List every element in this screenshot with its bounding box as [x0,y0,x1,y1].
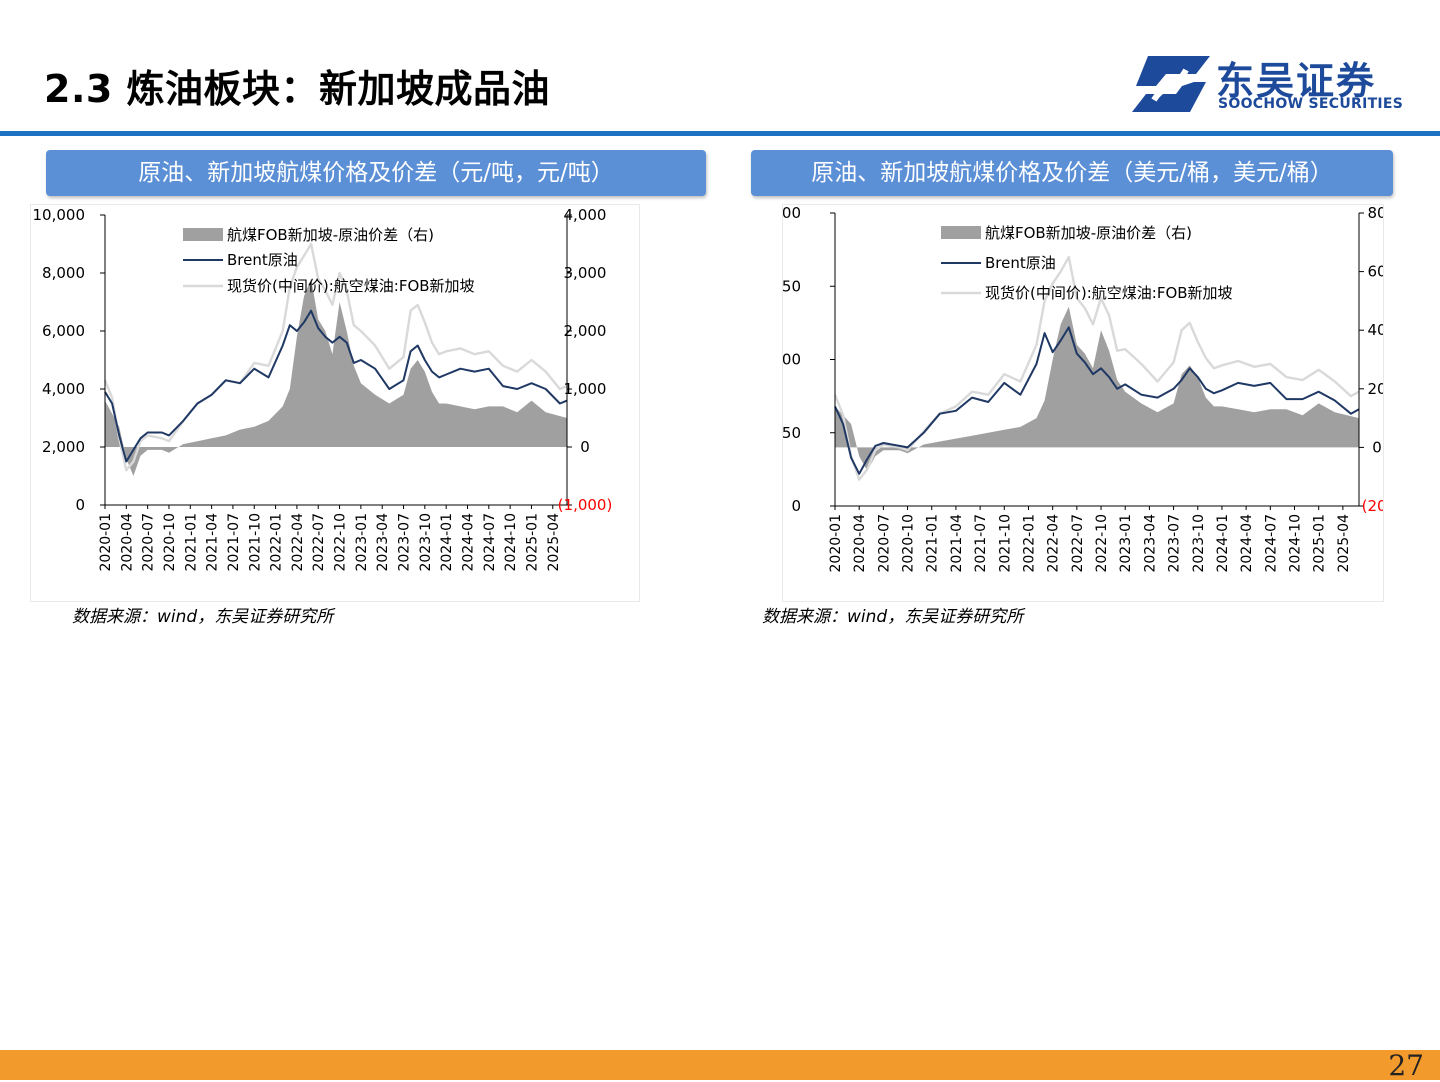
x-tick-label: 2023-04 [1142,514,1158,573]
footer-bar [0,1050,1440,1080]
x-tick-label: 2025-01 [1312,514,1328,573]
y-left-tick-label: 100 [783,351,801,369]
legend-swatch-spread [941,226,981,239]
y-left-tick-label: 200 [783,205,801,222]
brent-line [834,326,1360,475]
x-tick-label: 2023-04 [375,513,391,572]
x-tick-label: 2022-10 [333,513,349,572]
y-left-tick-label: 0 [75,496,85,514]
logo-name-cn: 东吴证券 [1216,59,1377,103]
y-right-tick-label: 0 [580,438,590,456]
y-right-tick-label: 2,000 [564,322,607,340]
legend-label: Brent原油 [985,254,1056,272]
x-tick-label: 2020-07 [141,513,157,572]
y-left-tick-label: 0 [791,497,801,515]
x-tick-label: 2021-01 [183,513,199,572]
jet-fuel-line [833,255,1360,481]
page-number: 27 [1388,1049,1424,1082]
y-left-tick-label: 4,000 [42,380,85,398]
y-left-tick-label: 50 [783,424,801,442]
legend-swatch-spread [183,228,223,241]
panel-header-usd: 原油、新加坡航煤价格及价差（美元/桶，美元/桶） [751,150,1393,196]
x-tick-label: 2024-04 [460,513,476,572]
x-tick-label: 2020-07 [876,514,892,573]
x-tick-label: 2023-01 [354,513,370,572]
y-right-tick-label: 80 [1367,205,1383,222]
chart-frame-cny: 10,000 8,000 6,000 4,000 2,000 0 4,000 3,000 2,0… [30,204,640,602]
source-note-usd: 数据来源：wind，东吴证券研究所 [762,607,1024,627]
x-tick-label: 2024-04 [1239,514,1255,573]
x-tick-label: 2022-04 [1046,514,1062,573]
y-right-tick-label: 4,000 [564,206,607,224]
legend-label: 航煤FOB新加坡-原油价差（右) [227,226,434,244]
chart-usd-spread: 200150100500806040200(20)2020-012020-042… [783,205,1383,573]
x-tick-label: 2022-01 [1021,514,1037,573]
logo-name-en: SOOCHOW SECURITIES [1218,96,1404,112]
y-right-tick-label: (1,000) [558,496,613,514]
x-tick-label: 2021-07 [973,514,989,573]
x-tick-label: 2024-07 [482,513,498,572]
source-note-cny: 数据来源：wind，东吴证券研究所 [72,607,334,627]
x-tick-label: 2025-01 [524,513,540,572]
y-left-tick-label: 150 [783,277,801,295]
x-tick-label: 2024-10 [1288,514,1304,573]
soochow-logo-icon [1132,56,1210,112]
legend-label: 航煤FOB新加坡-原油价差（右) [985,224,1192,242]
y-right-tick-label: 1,000 [564,380,607,398]
title-divider [0,131,1440,136]
x-tick-label: 2020-04 [852,514,868,573]
page-title: 2.3 炼油板块：新加坡成品油 [44,67,551,111]
x-tick-label: 2025-04 [1336,514,1352,573]
x-tick-label: 2020-01 [828,514,844,573]
x-tick-label: 2023-10 [418,513,434,572]
y-right-tick-label: 60 [1367,263,1383,281]
chart-frame-usd: 200150100500806040200(20)2020-012020-042… [782,204,1384,602]
x-tick-label: 2022-01 [269,513,285,572]
y-right-tick-label: 20 [1367,380,1383,398]
x-tick-label: 2023-07 [1167,514,1183,573]
y-right-tick-label: 3,000 [564,264,607,282]
x-tick-label: 2022-10 [1094,514,1110,573]
x-tick-label: 2024-01 [439,513,455,572]
y-left-tick-label: 2,000 [42,438,85,456]
x-tick-label: 2020-01 [98,513,114,572]
y-right-tick-label: (20) [1362,497,1383,515]
chart-cny-spread: 10,000 8,000 6,000 4,000 2,000 0 4,000 3,000 2,0… [33,206,613,572]
y-left-tick-label: 6,000 [42,322,85,340]
x-tick-label: 2021-10 [997,514,1013,573]
x-tick-label: 2024-10 [503,513,519,572]
y-right-tick-label: 0 [1372,438,1382,456]
x-tick-label: 2020-10 [162,513,178,572]
x-tick-label: 2021-04 [949,514,965,573]
jet-fuel-line [103,242,568,472]
spread-area [105,278,567,476]
x-tick-label: 2021-07 [226,513,242,572]
x-tick-label: 2023-07 [397,513,413,572]
x-tick-label: 2023-01 [1118,514,1134,573]
x-tick-label: 2024-07 [1263,514,1279,573]
x-tick-label: 2021-04 [205,513,221,572]
x-tick-label: 2022-07 [1070,514,1086,573]
y-left-tick-label: 10,000 [33,206,86,224]
y-left-tick-label: 8,000 [42,264,85,282]
x-tick-label: 2020-10 [901,514,917,573]
legend-label: 现货价(中间价):航空煤油:FOB新加坡 [227,277,475,295]
x-tick-label: 2023-10 [1191,514,1207,573]
brent-line [104,309,568,463]
y-right-tick-label: 40 [1367,321,1383,339]
company-logo: 东吴证券 SOOCHOW SECURITIES [1132,56,1404,116]
x-tick-label: 2022-04 [290,513,306,572]
legend-label: 现货价(中间价):航空煤油:FOB新加坡 [985,284,1233,302]
x-tick-label: 2020-04 [119,513,135,572]
x-tick-label: 2025-04 [546,513,562,572]
legend-label: Brent原油 [227,251,298,269]
panel-header-cny: 原油、新加坡航煤价格及价差（元/吨，元/吨） [46,150,706,196]
spread-area [835,306,1359,471]
x-tick-label: 2021-10 [247,513,263,572]
x-tick-label: 2022-07 [311,513,327,572]
x-tick-label: 2021-01 [925,514,941,573]
x-tick-label: 2024-01 [1215,514,1231,573]
